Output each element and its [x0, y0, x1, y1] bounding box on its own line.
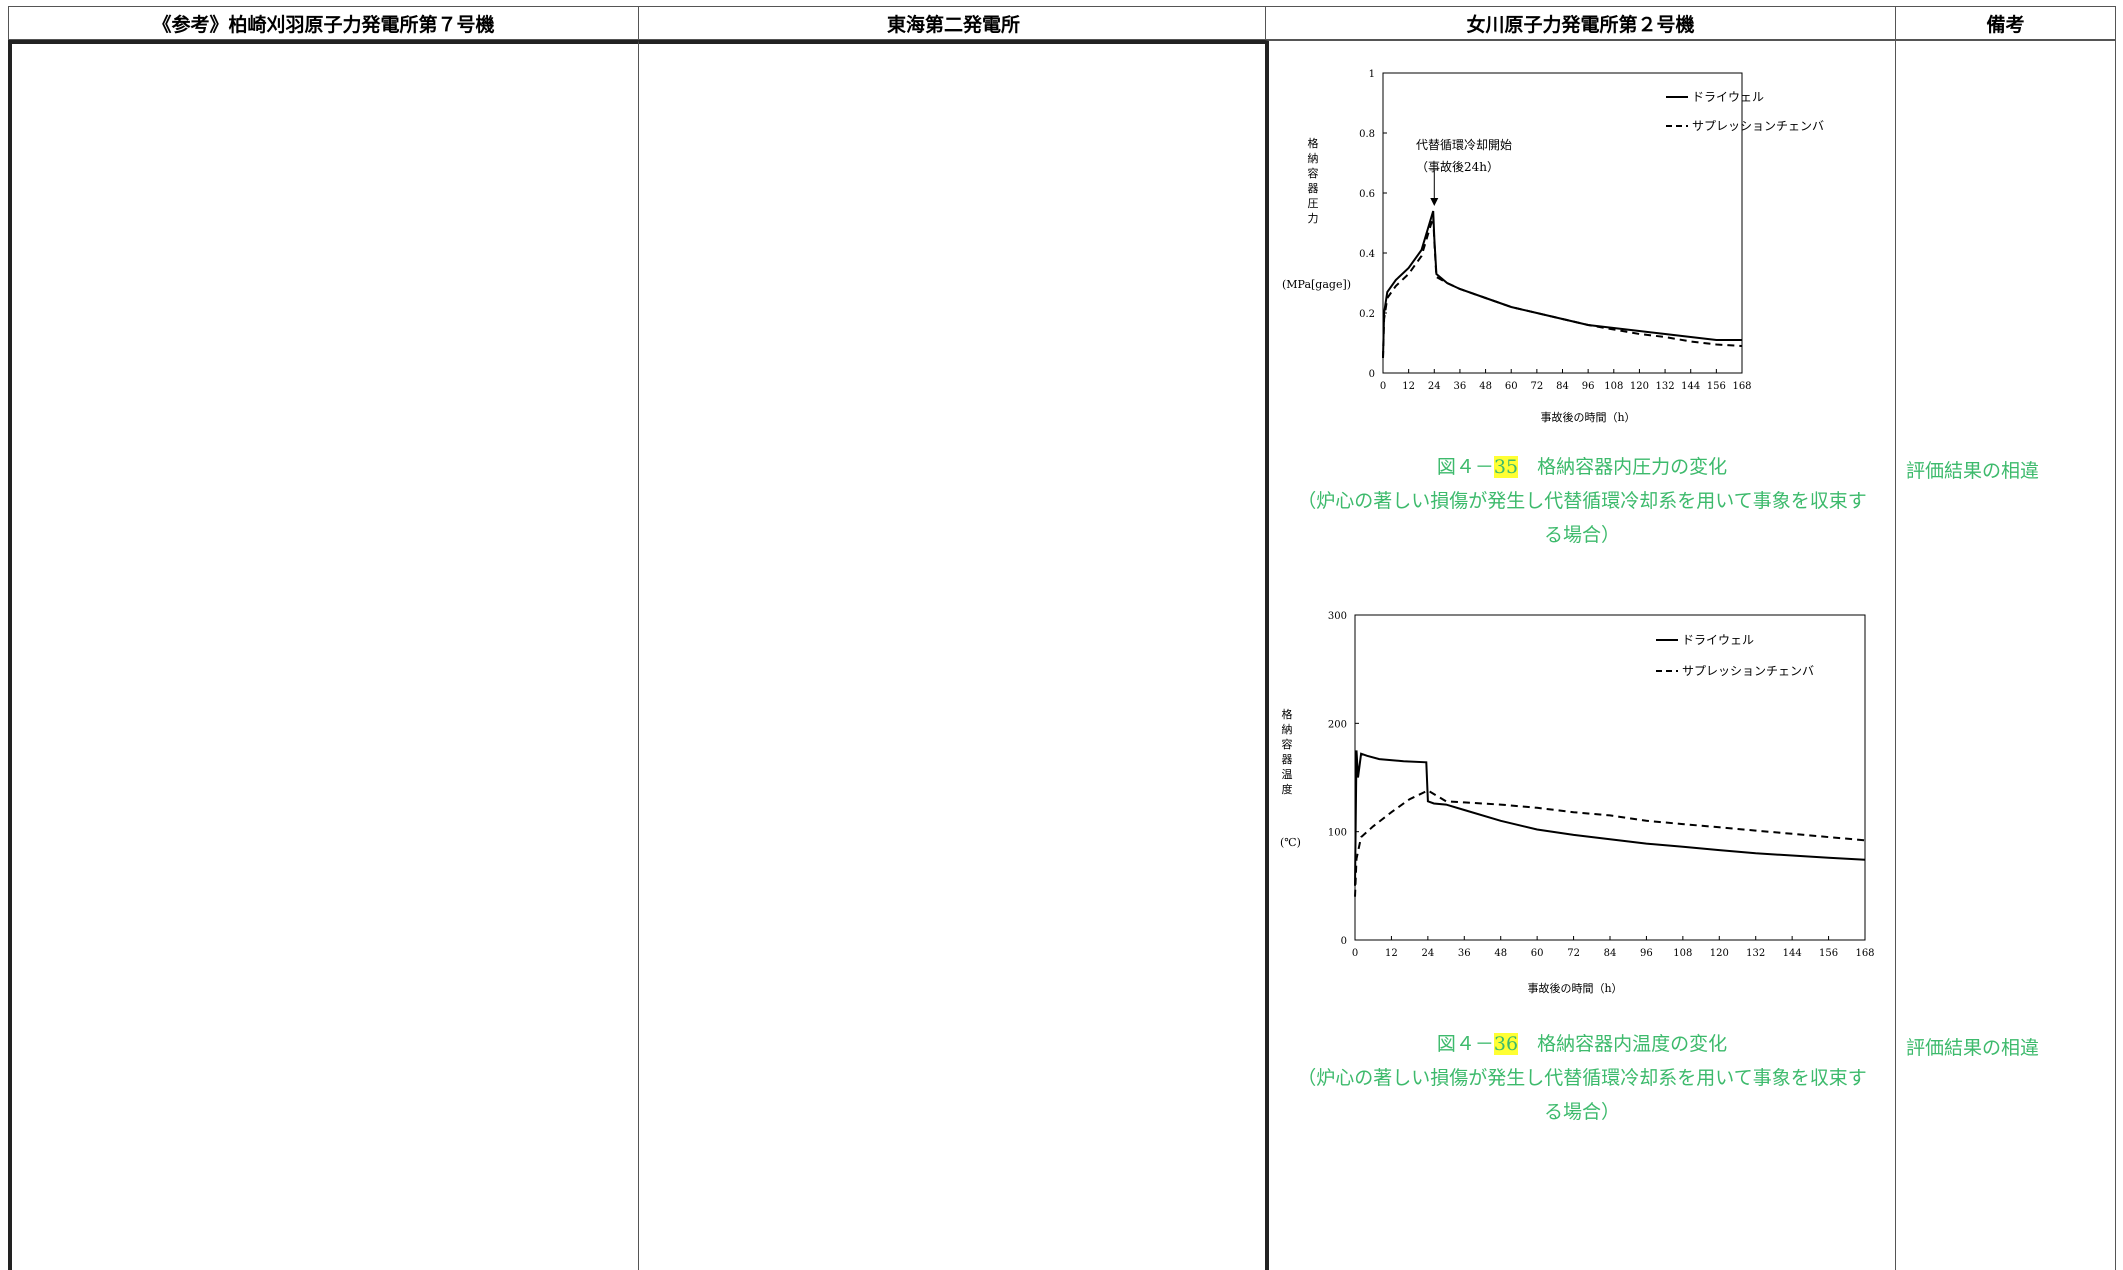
figure-36-condition-end: る場合） — [1543, 1101, 1620, 1123]
pressure-chart: (MPa[gage]) 代替循環冷却開始 （事故後24h） 事故後の時間（h） … — [1282, 69, 1824, 424]
pressure-xtick-label: 72 — [1530, 381, 1543, 392]
temperature-ylabel-unit: (℃) — [1280, 836, 1301, 849]
pressure-ylabel-unit: (MPa[gage]) — [1282, 278, 1351, 291]
pressure-xtick-label: 108 — [1604, 381, 1623, 392]
pressure-xtick-label: 24 — [1428, 381, 1441, 392]
temperature-xtick-label: 36 — [1458, 948, 1471, 959]
temperature-xlabel: 事故後の時間（h） — [1527, 981, 1622, 995]
figure-35-caption: 図４－35 格納容器内圧力の変化 （炉心の著しい損傷が発生し代替循環冷却系を用い… — [1267, 450, 1897, 552]
header-col1: 《参考》柏崎刈羽原子力発電所第７号機 — [8, 6, 638, 40]
pressure-annotation-line2: （事故後24h） — [1416, 159, 1499, 174]
pressure-ylabel-char: 器 — [1308, 182, 1319, 195]
header-col4: 備考 — [1895, 6, 2116, 40]
pressure-ytick-label: 0.8 — [1359, 129, 1375, 140]
column-onagawa — [1265, 40, 1895, 1270]
pressure-plot-frame — [1382, 72, 1743, 374]
pressure-xtick-label: 84 — [1556, 381, 1569, 392]
figure-36-number: 36 — [1493, 1033, 1519, 1055]
pressure-ylabel-char: 圧 — [1308, 197, 1319, 210]
temperature-ylabel-char: 納 — [1282, 723, 1293, 736]
pressure-drywell-line — [1382, 210, 1742, 359]
temperature-xtick-label: 12 — [1385, 948, 1398, 959]
pressure-annotation-arrow-head — [1430, 198, 1439, 206]
figure-36-caption: 図４－36 格納容器内温度の変化 （炉心の著しい損傷が発生し代替循環冷却系を用い… — [1267, 1027, 1897, 1129]
pressure-ylabel-char: 容 — [1308, 166, 1319, 180]
pressure-ytick-label: 0.6 — [1359, 189, 1375, 200]
figure-35-number: 35 — [1493, 456, 1519, 478]
temperature-ylabel-char: 温 — [1282, 768, 1293, 781]
temperature-drywell-line — [1354, 750, 1866, 886]
temperature-xtick-label: 108 — [1673, 948, 1692, 959]
column-kashiwazaki — [8, 40, 638, 1270]
pressure-legend-drywell: ドライウェル — [1692, 90, 1764, 104]
pressure-xtick-label: 156 — [1707, 381, 1726, 392]
header-col2: 東海第二発電所 — [638, 6, 1268, 40]
pressure-legend: ドライウェル サプレッションチェンバ — [1666, 90, 1824, 133]
temperature-ylabel-char: 容 — [1282, 737, 1293, 751]
pressure-suppression-line — [1382, 216, 1743, 359]
pressure-ylabel-char: 納 — [1308, 152, 1319, 165]
temperature-ytick-label: 0 — [1341, 936, 1347, 947]
temperature-xtick-label: 72 — [1567, 948, 1580, 959]
pressure-xtick-label: 132 — [1656, 381, 1675, 392]
temperature-ytick-label: 300 — [1328, 611, 1347, 622]
pressure-annotation-line1: 代替循環冷却開始 — [1416, 138, 1512, 152]
pressure-ytick-label: 1 — [1369, 69, 1375, 80]
temperature-ylabel-char: 度 — [1282, 782, 1293, 796]
temperature-xtick-label: 84 — [1604, 948, 1617, 959]
temperature-xtick-label: 0 — [1352, 948, 1358, 959]
temperature-ylabel-char: 器 — [1282, 753, 1293, 766]
pressure-ylabel-char: 力 — [1308, 212, 1319, 225]
figure-35-remark: 評価結果の相違 — [1906, 460, 2040, 482]
pressure-xtick-label: 96 — [1582, 381, 1595, 392]
temperature-xtick-label: 96 — [1640, 948, 1653, 959]
header-col3: 女川原子力発電所第２号機 — [1265, 6, 1895, 40]
pressure-xtick-label: 168 — [1732, 381, 1751, 392]
pressure-ytick-label: 0.2 — [1359, 309, 1375, 320]
temperature-legend-drywell: ドライウェル — [1682, 633, 1754, 647]
temperature-xtick-label: 60 — [1531, 948, 1544, 959]
temperature-ytick-label: 100 — [1328, 828, 1347, 839]
pressure-xtick-label: 0 — [1380, 381, 1386, 392]
column-remarks — [1895, 40, 2116, 1270]
figure-36-condition: （炉心の著しい損傷が発生し代替循環冷却系を用いて事象を収束す — [1297, 1067, 1867, 1089]
temperature-xtick-label: 168 — [1855, 948, 1874, 959]
figure-36-remark: 評価結果の相違 — [1906, 1037, 2040, 1059]
figure-35-title: 図４－35 格納容器内圧力の変化 — [1436, 456, 1728, 478]
figure-35-condition: （炉心の著しい損傷が発生し代替循環冷却系を用いて事象を収束す — [1297, 490, 1867, 512]
pressure-xtick-label: 48 — [1479, 381, 1492, 392]
pressure-ytick-label: 0 — [1369, 369, 1375, 380]
pressure-xlabel: 事故後の時間（h） — [1540, 410, 1635, 424]
temperature-legend-suppression: サプレッションチェンバ — [1682, 664, 1814, 678]
pressure-xtick-label: 36 — [1454, 381, 1467, 392]
temperature-xtick-label: 132 — [1746, 948, 1765, 959]
pressure-legend-suppression: サプレッションチェンバ — [1692, 119, 1824, 133]
temperature-xtick-label: 24 — [1421, 948, 1434, 959]
temperature-legend: ドライウェル サプレッションチェンバ — [1656, 633, 1814, 678]
temperature-xtick-label: 120 — [1710, 948, 1729, 959]
temperature-ylabel-char: 格 — [1282, 707, 1293, 721]
temperature-xtick-label: 144 — [1783, 948, 1802, 959]
pressure-xtick-label: 60 — [1505, 381, 1518, 392]
temperature-xtick-label: 156 — [1819, 948, 1838, 959]
pressure-xtick-label: 120 — [1630, 381, 1649, 392]
temperature-xtick-label: 48 — [1494, 948, 1507, 959]
pressure-ytick-label: 0.4 — [1359, 249, 1375, 260]
figure-36-title: 図４－36 格納容器内温度の変化 — [1436, 1033, 1728, 1055]
temperature-ytick-label: 200 — [1328, 719, 1347, 730]
pressure-xtick-label: 144 — [1681, 381, 1700, 392]
pressure-ylabel-char: 格 — [1308, 136, 1319, 150]
column-tokai — [638, 40, 1268, 1270]
temperature-suppression-line — [1354, 789, 1866, 897]
figure-35-condition-end: る場合） — [1543, 524, 1620, 546]
pressure-xtick-label: 12 — [1402, 381, 1415, 392]
